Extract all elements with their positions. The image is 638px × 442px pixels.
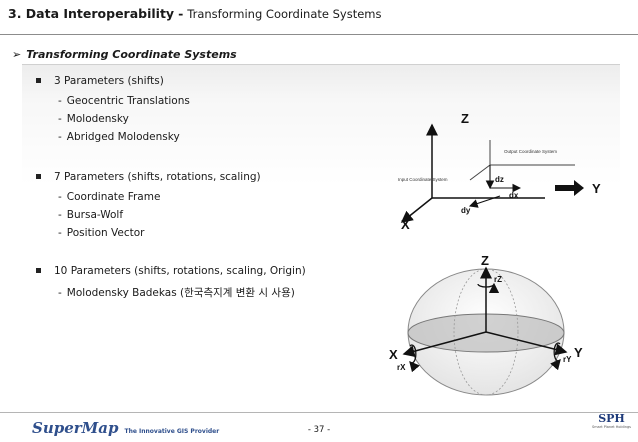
x-axis [402,331,487,358]
rz-label: rZ [494,275,502,284]
list-item: - Abridged Molodensky [58,131,180,143]
input-x-axis [400,197,433,223]
dy-label: dy [461,206,471,215]
rz-rotation-icon [477,282,500,294]
axis-label-z: Z [461,111,469,126]
partner-name: SPH [598,412,625,425]
output-x-axis [469,164,491,181]
title-separator: - [178,6,184,21]
dx-label: dx [509,191,519,200]
rx-label: rX [397,363,406,372]
square-bullet-icon [36,77,41,83]
title-divider [0,34,638,35]
group-bullet: 7 Parameters (shifts, rotations, scaling… [36,171,261,183]
title-subtitle: Transforming Coordinate Systems [187,7,382,21]
translation-diagram: Z Y X Output Coordinate System Input Coo… [398,111,601,232]
list-item: - Coordinate Frame [58,191,161,203]
page-number: - 37 - [307,425,331,435]
input-system-label: Input Coordinate System [398,177,448,182]
group-label: 7 Parameters (shifts, rotations, scaling… [54,171,261,183]
partner-subtitle: Smart Planet Holdings [592,425,631,429]
sph-logo: SPH Smart Planet Holdings [592,412,631,430]
axis-label-x: X [401,217,410,232]
group-bullet: 3 Parameters (shifts) [36,75,164,87]
footer-divider [0,412,638,413]
ry-rotation-icon [550,342,561,371]
section-heading: ➢ Transforming Coordinate Systems [12,48,237,61]
dy-arrow [468,195,501,208]
ry-label: rY [563,355,572,364]
rx-rotation-icon [409,344,420,373]
axis-label-x: X [389,347,398,362]
square-bullet-icon [36,267,41,273]
arrow-bullet-icon: ➢ [12,48,22,61]
list-item: - Position Vector [58,227,145,239]
list-item: - Bursa-Wolf [58,209,124,221]
list-item: - Molodensky Badekas (한국측지계 변환 시 사용) [58,287,295,299]
list-item: - Molodensky [58,113,129,125]
page-title: 3. Data Interoperability - Transforming Co… [8,6,382,21]
axis-label-z: Z [481,253,489,268]
y-axis [485,331,568,356]
square-bullet-icon [36,173,41,179]
coordinate-diagrams: Z Y X Output Coordinate System Input Coo… [389,111,601,396]
axis-label-y: Y [574,345,583,360]
dz-label: dz [495,175,504,184]
axis-label-y: Y [592,181,601,196]
y-direction-arrow-icon [555,180,584,196]
group-bullet: 10 Parameters (shifts, rotations, scalin… [36,265,306,277]
output-system-label: Output Coordinate System [504,149,557,154]
group-label: 10 Parameters (shifts, rotations, scalin… [54,265,306,277]
title-number: 3. Data Interoperability [8,6,175,21]
rotation-diagram: Z Y X rZ rY rX [389,253,583,396]
list-item: - Geocentric Translations [58,95,190,107]
group-label: 3 Parameters (shifts) [54,75,164,87]
section-title: Transforming Coordinate Systems [26,48,237,61]
brand-tagline: The Innovative GIS Provider [124,428,220,435]
brand-name: SuperMap [32,419,119,437]
supermap-logo: SuperMap The Innovative GIS Provider [32,418,219,437]
